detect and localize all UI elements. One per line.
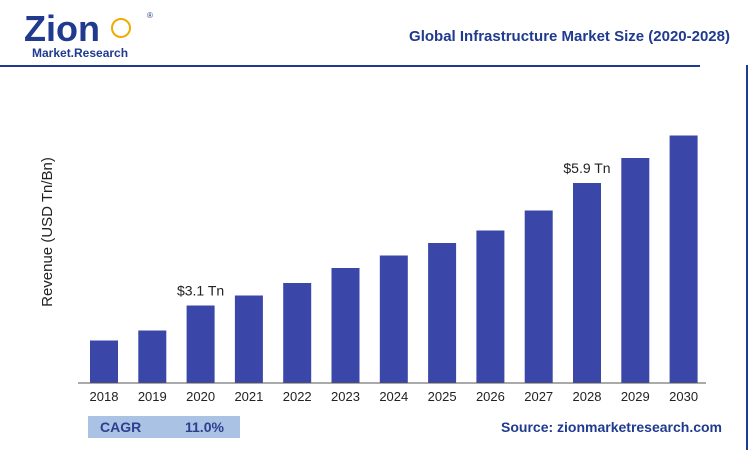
chart-title: Global Infrastructure Market Size (2020-… bbox=[409, 28, 730, 45]
y-axis-label: Revenue (USD Tn/Bn) bbox=[39, 157, 56, 307]
annotations: $3.1 Tn $5.9 Tn bbox=[177, 160, 611, 299]
bar-2023 bbox=[331, 268, 360, 383]
cagr-label: CAGR bbox=[100, 419, 142, 435]
x-tick-2018: 2018 bbox=[90, 389, 119, 404]
x-tick-2030: 2030 bbox=[669, 389, 698, 404]
title-divider bbox=[0, 65, 700, 67]
x-tick-2029: 2029 bbox=[621, 389, 650, 404]
bar-2019 bbox=[138, 330, 167, 383]
x-tick-2028: 2028 bbox=[573, 389, 602, 404]
x-tick-2025: 2025 bbox=[428, 389, 457, 404]
x-tick-2019: 2019 bbox=[138, 389, 167, 404]
x-tick-2020: 2020 bbox=[186, 389, 215, 404]
annotation-2028: $5.9 Tn bbox=[563, 160, 610, 176]
annotation-2020: $3.1 Tn bbox=[177, 283, 224, 299]
bar-2026 bbox=[476, 230, 505, 383]
right-border bbox=[746, 65, 748, 450]
bar-2029 bbox=[621, 158, 650, 383]
bar-2018 bbox=[90, 340, 118, 383]
logo-registered-mark: ® bbox=[147, 11, 153, 20]
bar-2027 bbox=[524, 210, 553, 383]
cagr-box: CAGR 11.0% bbox=[88, 416, 240, 438]
bar-2025 bbox=[428, 243, 457, 383]
bar-2020 bbox=[186, 305, 215, 383]
x-tick-2023: 2023 bbox=[331, 389, 360, 404]
x-tick-2026: 2026 bbox=[476, 389, 505, 404]
bar-2030 bbox=[669, 135, 698, 383]
source-credit: Source: zionmarketresearch.com bbox=[501, 419, 722, 435]
logo-wordmark: Zion bbox=[24, 8, 100, 49]
x-tick-2022: 2022 bbox=[283, 389, 312, 404]
brand-logo: Zion Market.Research ® bbox=[24, 8, 154, 63]
bar-2028 bbox=[573, 183, 601, 383]
x-tick-2021: 2021 bbox=[234, 389, 263, 404]
x-tick-labels: 2018 2019 2020 2021 2022 2023 2024 2025 2026 2027… bbox=[90, 389, 699, 404]
bars-group bbox=[90, 135, 698, 383]
bar-2022 bbox=[283, 283, 312, 383]
x-tick-2027: 2027 bbox=[524, 389, 553, 404]
x-tick-2024: 2024 bbox=[379, 389, 408, 404]
logo-globe-icon bbox=[111, 18, 131, 38]
bar-2024 bbox=[379, 255, 408, 383]
logo-subtitle: Market.Research bbox=[32, 46, 128, 60]
bar-2021 bbox=[234, 295, 263, 383]
cagr-value: 11.0% bbox=[185, 419, 224, 435]
